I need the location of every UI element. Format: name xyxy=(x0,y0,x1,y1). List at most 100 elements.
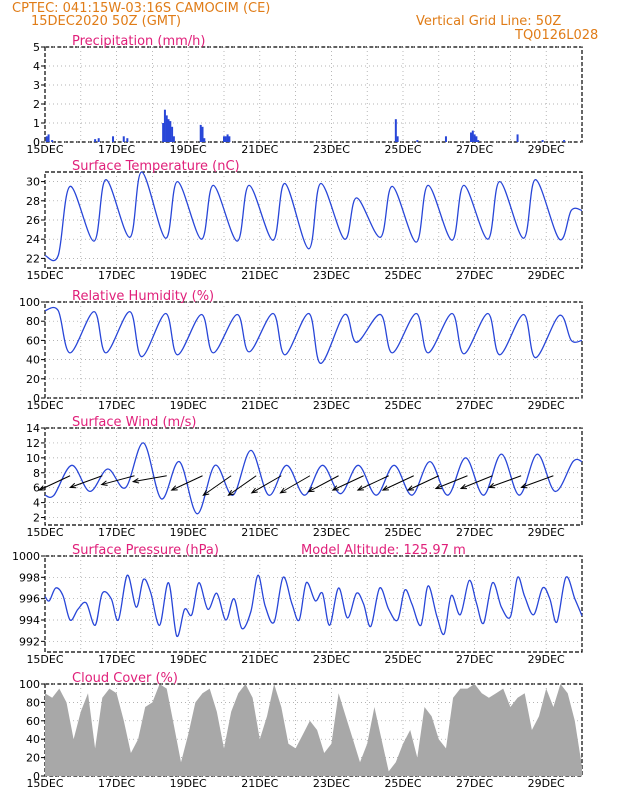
surface-wind-ytick-label: 8 xyxy=(33,467,40,480)
wind-arrow xyxy=(251,475,282,494)
surface-temperature-ytick-label: 24 xyxy=(26,233,40,246)
precipitation-bar xyxy=(394,119,397,142)
precipitation-bar xyxy=(97,138,100,142)
wind-arrow xyxy=(357,475,389,491)
surface-wind-title: Surface Wind (m/s) xyxy=(72,415,196,430)
surface-temperature-xtick-label: 19DEC xyxy=(170,269,207,282)
wind-arrow-head xyxy=(170,485,178,491)
precipitation-bar xyxy=(94,139,97,142)
relative-humidity-xtick-label: 25DEC xyxy=(384,399,421,412)
precipitation-bar xyxy=(475,136,478,142)
wind-arrow-head xyxy=(69,482,77,489)
surface-pressure-ytick-label: 992 xyxy=(19,635,40,648)
wind-arrow-head xyxy=(100,480,108,486)
wind-arrow xyxy=(382,475,414,491)
surface-wind-ytick-label: 6 xyxy=(33,482,40,495)
precipitation-bar xyxy=(228,136,231,142)
precipitation-bar xyxy=(165,115,168,142)
precipitation-panel: 15DEC 17DEC 19DEC 21DEC 23DEC 25DEC 27DEC 29DEC… xyxy=(26,34,583,156)
precipitation-bar xyxy=(473,134,476,142)
surface-temperature-line xyxy=(44,171,583,262)
wind-arrow-head xyxy=(459,483,468,490)
precipitation-bar xyxy=(396,136,399,142)
grid-note-label: Vertical Grid Line: 50Z xyxy=(416,14,562,29)
wind-arrow-head xyxy=(250,487,258,494)
cloud-cover-ytick-label: 0 xyxy=(33,770,40,783)
relative-humidity-frame xyxy=(44,301,583,399)
precipitation-xtick-label: 27DEC xyxy=(456,143,493,156)
wind-arrow xyxy=(228,475,257,496)
surface-wind-xtick-label: 17DEC xyxy=(98,526,135,539)
relative-humidity-ytick-label: 80 xyxy=(26,315,40,328)
surface-temperature-xtick-label: 29DEC xyxy=(528,269,565,282)
relative-humidity-xtick-label: 19DEC xyxy=(170,399,207,412)
precipitation-bar xyxy=(51,140,54,142)
wind-arrow-head xyxy=(434,483,442,490)
wind-arrow xyxy=(435,475,468,489)
precipitation-bar xyxy=(563,140,566,142)
surface-temperature-ytick-label: 30 xyxy=(26,176,40,189)
surface-temperature-title: Surface Temperature (nC) xyxy=(72,159,240,174)
cloud-cover-area xyxy=(45,684,582,776)
surface-pressure-line xyxy=(44,574,583,637)
surface-pressure-xtick-label: 17DEC xyxy=(98,653,135,666)
precipitation-bar xyxy=(471,130,474,142)
surface-temperature-panel: 15DEC 17DEC 19DEC 21DEC 23DEC 25DEC 27DEC 29DEC… xyxy=(26,159,583,282)
surface-wind-xtick-label: 19DEC xyxy=(170,526,207,539)
wind-arrow xyxy=(521,475,554,488)
wind-arrow xyxy=(171,475,203,491)
cloud-cover-xtick-label: 27DEC xyxy=(456,777,493,790)
wind-arrow xyxy=(460,475,493,489)
wind-arrow xyxy=(203,475,232,496)
relative-humidity-xtick-label: 15DEC xyxy=(26,399,63,412)
precipitation-bar xyxy=(47,134,50,142)
cloud-cover-xtick-label: 29DEC xyxy=(528,777,565,790)
surface-pressure-xtick-label: 29DEC xyxy=(528,653,565,666)
surface-temperature-ytick-label: 28 xyxy=(26,195,40,208)
precipitation-xtick-label: 17DEC xyxy=(98,143,135,156)
wind-arrow xyxy=(280,475,311,494)
cloud-cover-xtick-label: 21DEC xyxy=(241,777,278,790)
relative-humidity-ytick-label: 20 xyxy=(26,373,40,386)
cloud-cover-panel: 15DEC 17DEC 19DEC 21DEC 23DEC 25DEC 27DEC 29DEC… xyxy=(19,671,583,790)
surface-pressure-xtick-label: 25DEC xyxy=(384,653,421,666)
wind-arrow-head xyxy=(202,489,210,497)
precipitation-bar xyxy=(172,136,175,142)
precipitation-bar xyxy=(477,140,480,142)
surface-pressure-xtick-label: 15DEC xyxy=(26,653,63,666)
precipitation-ytick-label: 5 xyxy=(33,41,40,54)
precipitation-xtick-label: 15DEC xyxy=(26,143,63,156)
surface-pressure-ytick-label: 998 xyxy=(19,571,40,584)
surface-temperature-xtick-label: 17DEC xyxy=(98,269,135,282)
wind-arrow xyxy=(407,475,440,491)
wind-arrow xyxy=(308,475,339,493)
relative-humidity-xtick-label: 21DEC xyxy=(241,399,278,412)
wind-arrow-head xyxy=(356,485,364,491)
surface-temperature-xtick-label: 23DEC xyxy=(313,269,350,282)
relative-humidity-xtick-label: 29DEC xyxy=(528,399,565,412)
relative-humidity-line xyxy=(44,306,583,365)
precipitation-bar xyxy=(516,134,519,142)
surface-temperature-ytick-label: 22 xyxy=(26,252,40,265)
relative-humidity-ytick-label: 40 xyxy=(26,354,40,367)
surface-pressure-ytick-label: 1000 xyxy=(12,550,40,563)
precipitation-bar xyxy=(112,136,115,142)
surface-wind-xtick-label: 15DEC xyxy=(26,526,63,539)
surface-pressure-xtick-label: 27DEC xyxy=(456,653,493,666)
wind-arrow-head xyxy=(227,489,235,497)
relative-humidity-xtick-label: 23DEC xyxy=(313,399,350,412)
surface-pressure-xtick-label: 23DEC xyxy=(313,653,350,666)
precipitation-bar xyxy=(201,126,204,142)
surface-pressure-xtick-label: 19DEC xyxy=(170,653,207,666)
station-label: CPTEC: 041:15W-03:16S CAMOCIM (CE) xyxy=(12,1,271,16)
surface-wind-xtick-label: 25DEC xyxy=(384,526,421,539)
precipitation-bar xyxy=(45,136,48,142)
model-altitude-label: Model Altitude: 125.97 m xyxy=(301,543,466,558)
relative-humidity-title: Relative Humidity (%) xyxy=(72,289,214,304)
cloud-cover-xtick-label: 17DEC xyxy=(98,777,135,790)
wind-arrow-head xyxy=(38,485,46,491)
surface-pressure-title: Surface Pressure (hPa) xyxy=(72,543,219,558)
precipitation-bar xyxy=(226,134,229,142)
wind-arrow-head xyxy=(279,487,287,494)
precipitation-ytick-label: 2 xyxy=(33,98,40,111)
